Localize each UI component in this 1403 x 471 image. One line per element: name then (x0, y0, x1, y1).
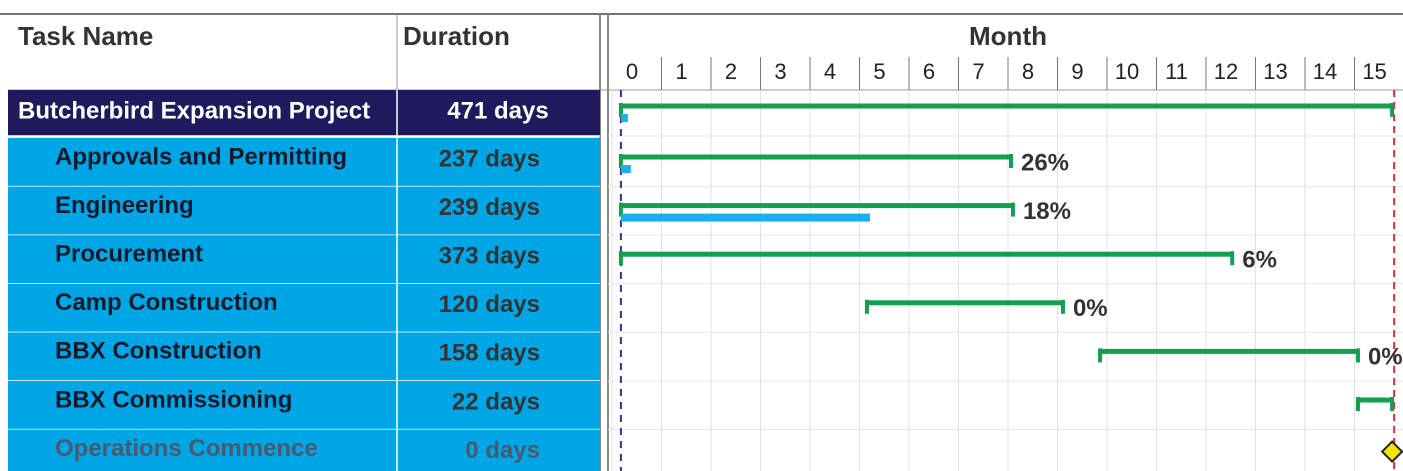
x-tick-label: 8 (1022, 59, 1034, 84)
row-background (8, 186, 600, 236)
task-duration: 120 days (439, 291, 540, 318)
x-tick-label: 4 (824, 59, 836, 84)
x-tick-label: 7 (972, 59, 984, 84)
progress-bar (620, 165, 631, 173)
axis-title: Month (969, 21, 1047, 51)
task-duration: 0 days (465, 437, 540, 464)
task-name: BBX Construction (55, 338, 262, 365)
row-background (8, 429, 600, 471)
column-header: Task Name (18, 21, 153, 51)
x-tick-label: 1 (675, 59, 687, 84)
bar-end-cap (1355, 348, 1360, 363)
task-duration: 22 days (452, 388, 540, 415)
bar-end-cap (1390, 397, 1395, 411)
milestone (1380, 440, 1403, 464)
task-bar (1100, 348, 1358, 354)
bar-end-cap (1230, 251, 1235, 266)
task-name: Approvals and Permitting (55, 143, 347, 170)
bar-start-cap (1355, 397, 1360, 411)
task-bar (620, 203, 1013, 209)
row-background (8, 381, 600, 430)
percent-label: 18% (1023, 198, 1071, 225)
rows: Butcherbird Expansion Project 471 days App… (8, 90, 1403, 471)
bar-start-cap (618, 154, 623, 168)
grid: 0 1 2 3 4 5 6 7 8 9 10 11 12 13 14 15 (611, 57, 1396, 471)
task-name: Engineering (55, 192, 194, 219)
row-background (8, 235, 600, 284)
bar-end-cap (1390, 103, 1395, 117)
task-name: Butcherbird Expansion Project (18, 97, 370, 124)
task-name: Operations Commence (55, 435, 318, 462)
progress-bar (620, 213, 870, 222)
x-tick-label: 10 (1115, 59, 1139, 84)
task-duration: 373 days (439, 243, 540, 270)
x-tick-label: 12 (1214, 59, 1238, 84)
x-tick-label: 13 (1263, 59, 1287, 84)
bar-start-cap (618, 202, 623, 217)
task-bar (620, 103, 1393, 109)
row-background (8, 283, 600, 333)
bar-end-cap (1010, 202, 1015, 217)
task-name: Procurement (55, 241, 203, 268)
x-tick-label: 14 (1313, 59, 1337, 84)
x-tick-label: 9 (1071, 59, 1083, 84)
bar-start-cap (864, 299, 869, 314)
bars: 26% 18% 6% 0% 0% (618, 103, 1403, 464)
progress-bar (620, 114, 628, 122)
x-tick-label: 11 (1165, 59, 1188, 84)
bar-end-cap (1008, 154, 1013, 168)
task-duration: 158 days (439, 340, 540, 367)
x-tick-label: 0 (626, 59, 638, 84)
x-tick-label: 3 (774, 59, 786, 84)
task-bar (620, 251, 1233, 257)
row-background (8, 332, 600, 381)
percent-label: 6% (1242, 247, 1277, 274)
bar-start-cap (618, 251, 623, 266)
task-name: Camp Construction (55, 289, 278, 316)
task-duration: 237 days (439, 145, 540, 172)
x-tick-label: 5 (873, 59, 885, 84)
percent-label: 26% (1021, 149, 1069, 176)
x-tick-label: 6 (923, 59, 935, 84)
percent-label: 0% (1073, 295, 1108, 322)
task-bar (1357, 397, 1393, 403)
column-header: Duration (403, 21, 510, 51)
task-duration: 471 days (447, 97, 548, 124)
row-background (8, 138, 600, 187)
task-duration: 239 days (439, 194, 540, 221)
task-bar (866, 300, 1063, 306)
bar-start-cap (618, 103, 623, 117)
bar-start-cap (1098, 348, 1103, 363)
percent-label: 0% (1368, 344, 1403, 371)
x-tick-label: 15 (1362, 59, 1386, 84)
bar-end-cap (1060, 299, 1065, 314)
task-name: BBX Commissioning (55, 386, 292, 413)
x-tick-label: 2 (725, 59, 737, 84)
row-background (8, 90, 600, 136)
task-bar (620, 154, 1011, 160)
